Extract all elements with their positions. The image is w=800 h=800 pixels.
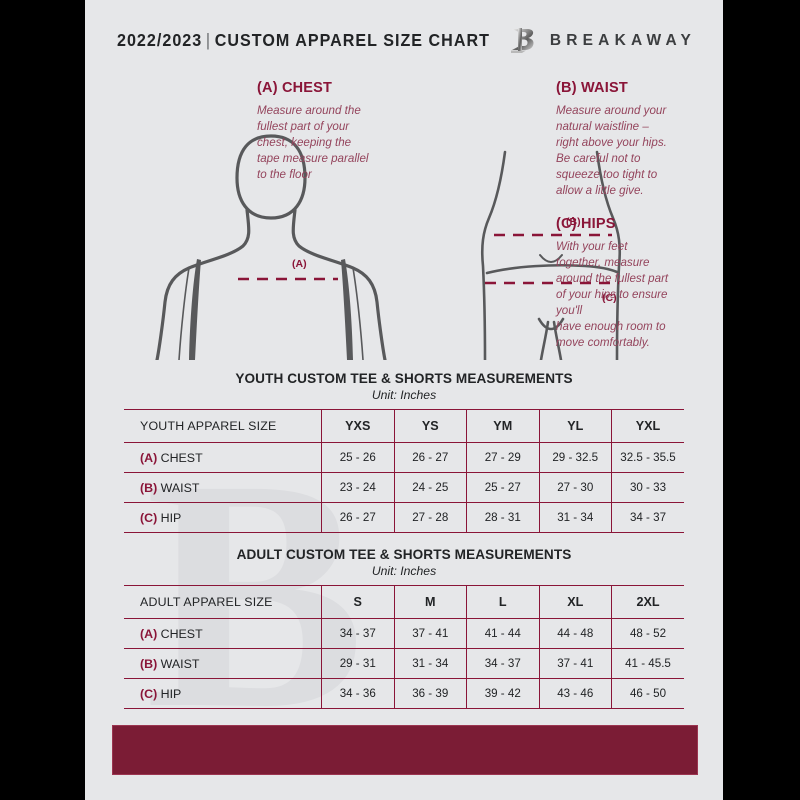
youth-cell-hip-YXL: 34 - 37 [611,502,684,533]
adult-size-header: ADULT APPAREL SIZE [124,585,322,619]
adult-row-label-chest: (A) CHEST [124,618,322,649]
table-row: (A) CHEST 25 - 26 26 - 27 27 - 29 29 - 32.5 3… [124,442,684,473]
adult-size-S: S [321,585,395,619]
waist-line-label: (B) [566,216,581,228]
adult-cell-chest-XL: 44 - 48 [539,618,612,649]
youth-size-YS: YS [394,409,467,443]
adult-cell-chest-2XL: 48 - 52 [611,618,684,649]
table-row: (C) HIP 34 - 36 36 - 39 39 - 42 43 - 46 46 - … [124,678,684,709]
youth-cell-waist-YM: 25 - 27 [466,472,540,503]
row-marker: (A) [140,450,158,465]
table-row: (C) HIP 26 - 27 27 - 28 28 - 31 31 - 34 34 - … [124,502,684,533]
adult-cell-chest-L: 41 - 44 [466,618,540,649]
youth-row-label-hip: (C) HIP [124,502,322,533]
youth-cell-chest-YXL: 32.5 - 35.5 [611,442,684,473]
brand-name: BREAKAWAY [549,32,696,49]
adult-cell-hip-2XL: 46 - 50 [611,678,684,709]
breakaway-b-logo-icon [510,28,534,53]
youth-cell-chest-YL: 29 - 32.5 [539,442,612,473]
youth-cell-waist-YXS: 23 - 24 [321,472,395,503]
adult-cell-hip-S: 34 - 36 [321,678,395,709]
adult-cell-hip-M: 36 - 39 [394,678,467,709]
youth-header-row: YOUTH APPAREL SIZE YXS YS YM YL YXL [124,409,684,443]
youth-cell-chest-YS: 26 - 27 [394,442,467,473]
youth-size-table: YOUTH APPAREL SIZE YXS YS YM YL YXL (A) CHEST 2… [124,409,684,533]
adult-cell-hip-XL: 43 - 46 [539,678,612,709]
youth-cell-hip-YS: 27 - 28 [394,502,467,533]
row-marker: (B) [140,656,158,671]
adult-size-table: ADULT APPAREL SIZE S M L XL 2XL (A) CHEST 34 - … [124,585,684,709]
row-marker: (A) [140,626,158,641]
youth-row-label-chest: (A) CHEST [124,442,322,473]
table-row: (B) WAIST 29 - 31 31 - 34 34 - 37 37 - 41 41 … [124,648,684,679]
youth-cell-waist-YS: 24 - 25 [394,472,467,503]
youth-table-unit: Unit: Inches [371,388,437,402]
youth-size-YL: YL [539,409,612,443]
callout-chest-body: Measure around the fullest part of your … [257,104,369,181]
callout-waist-body: Measure around your natural waistline – … [556,104,667,197]
table-row: (B) WAIST 23 - 24 24 - 25 25 - 27 27 - 30 30 … [124,472,684,503]
hips-line-label: (C) [602,292,617,304]
brand-lockup: BREAKAWAY [510,26,696,56]
row-marker: (C) [140,686,158,701]
youth-cell-waist-YL: 27 - 30 [539,472,612,503]
page-title: 2022/2023 | CUSTOM APPAREL SIZE CHART [117,30,490,51]
adult-cell-chest-S: 34 - 37 [321,618,395,649]
youth-size-YXL: YXL [611,409,684,443]
title-separator: | [205,30,212,50]
youth-size-YM: YM [466,409,540,443]
adult-header-row: ADULT APPAREL SIZE S M L XL 2XL [124,585,684,619]
callout-chest: (A) CHEST Measure around the fullest par… [257,80,407,183]
youth-cell-waist-YXL: 30 - 33 [611,472,684,503]
youth-table-title: YOUTH CUSTOM TEE & SHORTS MEASUREMENTS [235,371,573,386]
youth-table-block: YOUTH CUSTOM TEE & SHORTS MEASUREMENTS U… [85,371,723,533]
adult-cell-waist-M: 31 - 34 [394,648,467,679]
adult-table-unit: Unit: Inches [371,564,437,578]
page-header: 2022/2023 | CUSTOM APPAREL SIZE CHART BREA… [85,26,723,58]
youth-row-label-waist: (B) WAIST [124,472,322,503]
youth-cell-chest-YXS: 25 - 26 [321,442,395,473]
arm-inner-shapes [189,259,353,360]
adult-table-title: ADULT CUSTOM TEE & SHORTS MEASUREMENTS [236,547,572,562]
adult-size-XL: XL [539,585,612,619]
adult-row-label-waist: (B) WAIST [124,648,322,679]
table-row: (A) CHEST 34 - 37 37 - 41 41 - 44 44 - 48 48 … [124,618,684,649]
youth-size-YXS: YXS [321,409,395,443]
adult-cell-chest-M: 37 - 41 [394,618,467,649]
row-marker: (C) [140,510,158,525]
footer-bar [112,725,698,775]
torso-side-lines [178,267,364,360]
youth-cell-hip-YL: 31 - 34 [539,502,612,533]
adult-size-M: M [394,585,467,619]
season-label: 2022/2023 [117,30,203,50]
adult-cell-waist-S: 29 - 31 [321,648,395,679]
adult-row-label-hip: (C) HIP [124,678,322,709]
lower-body-outline [480,150,622,360]
callout-waist: (B) WAIST Measure around your natural wa… [556,80,708,199]
callout-chest-title: (A) CHEST [257,80,333,96]
chest-line-label: (A) [292,258,307,270]
adult-cell-waist-2XL: 41 - 45.5 [611,648,684,679]
title-text: CUSTOM APPAREL SIZE CHART [214,30,490,50]
callout-hips: (C) HIPS With your feet together, measur… [556,216,708,351]
adult-cell-waist-XL: 37 - 41 [539,648,612,679]
youth-cell-chest-YM: 27 - 29 [466,442,540,473]
youth-cell-hip-YM: 28 - 31 [466,502,540,533]
navel-mark [539,254,563,264]
adult-size-2XL: 2XL [611,585,684,619]
callout-hips-title: (C) HIPS [556,216,616,232]
adult-cell-hip-L: 39 - 42 [466,678,540,709]
adult-size-L: L [466,585,540,619]
callout-hips-body: With your feet together, measure around … [556,240,669,349]
adult-cell-waist-L: 34 - 37 [466,648,540,679]
body-figures-svg [155,134,622,360]
measurement-diagrams: (A) (B) (C) (A) CHEST Measure around the… [85,70,723,360]
size-chart-page: B 2022/2023 | CUSTOM APPAREL SIZE CHART BR… [85,0,723,800]
youth-size-header: YOUTH APPAREL SIZE [124,409,322,443]
adult-table-block: ADULT CUSTOM TEE & SHORTS MEASUREMENTS U… [85,547,723,709]
callout-waist-title: (B) WAIST [556,80,628,96]
youth-cell-hip-YXS: 26 - 27 [321,502,395,533]
row-marker: (B) [140,480,158,495]
